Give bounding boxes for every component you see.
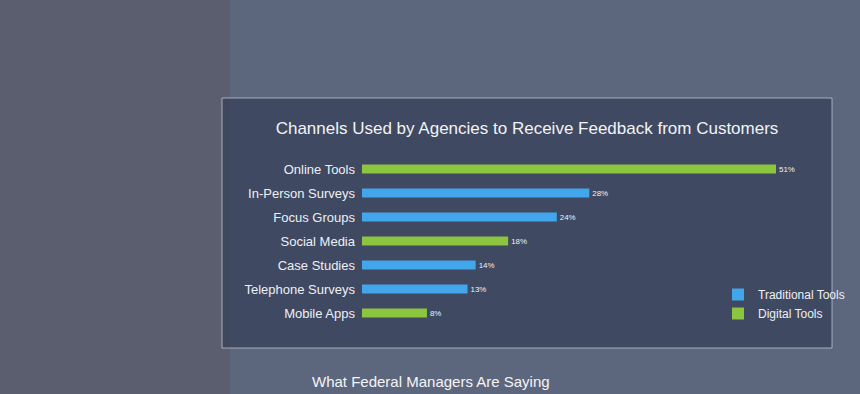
svg-text:Focus Groups: Focus Groups	[273, 210, 355, 225]
svg-text:Social Media: Social Media	[281, 234, 356, 249]
svg-text:28%: 28%	[592, 189, 608, 198]
svg-text:14%: 14%	[479, 261, 495, 270]
svg-text:Channels Used by Agencies to R: Channels Used by Agencies to Receive Fee…	[276, 119, 779, 138]
svg-text:13%: 13%	[471, 285, 487, 294]
svg-text:18%: 18%	[511, 237, 527, 246]
svg-text:What Federal Managers Are Sayi: What Federal Managers Are Saying	[312, 373, 550, 390]
svg-text:24%: 24%	[560, 213, 576, 222]
svg-text:Online Tools: Online Tools	[284, 162, 356, 177]
svg-text:Case Studies: Case Studies	[278, 258, 356, 273]
svg-text:Traditional Tools: Traditional Tools	[758, 288, 845, 302]
svg-text:Telephone Surveys: Telephone Surveys	[244, 282, 355, 297]
svg-text:8%: 8%	[430, 309, 441, 318]
svg-text:Digital Tools: Digital Tools	[758, 307, 822, 321]
svg-text:51%: 51%	[779, 165, 795, 174]
svg-text:Mobile Apps: Mobile Apps	[284, 306, 355, 321]
svg-text:In-Person Surveys: In-Person Surveys	[248, 186, 355, 201]
